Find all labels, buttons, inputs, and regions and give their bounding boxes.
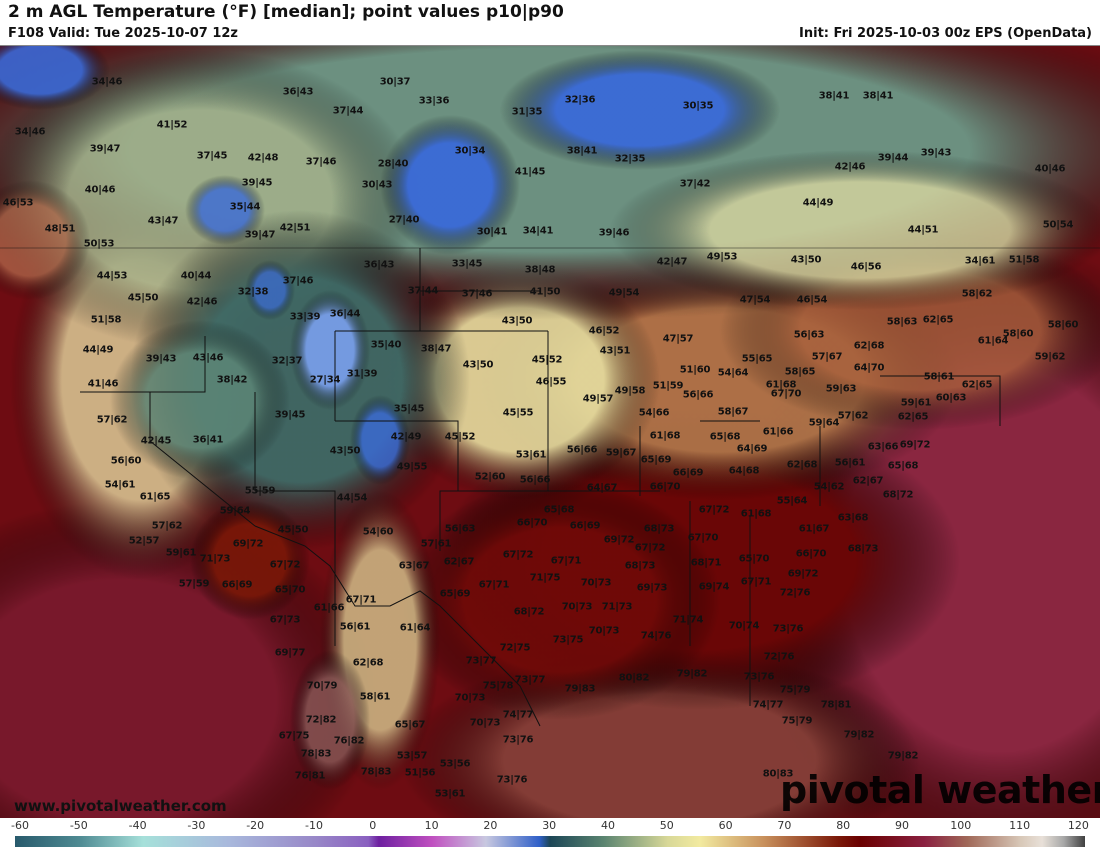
color-scale-tick: 50 (659, 819, 674, 832)
color-scale-tick: 80 (836, 819, 851, 832)
color-scale-tick: 10 (424, 819, 439, 832)
website-url[interactable]: www.pivotalweather.com (14, 797, 227, 815)
color-scale-tick: 20 (483, 819, 498, 832)
color-scale-tick: 90 (895, 819, 909, 832)
color-scale-tick: -10 (305, 819, 323, 832)
color-scale-tick: 100 (950, 819, 972, 832)
color-scale-tick: -40 (128, 819, 147, 832)
valid-time: F108 Valid: Tue 2025-10-07 12z (8, 26, 238, 41)
color-scale-tick: 110 (1009, 819, 1031, 832)
color-scale-tick: 120 (1067, 819, 1089, 832)
color-scale-tick: 60 (718, 819, 733, 832)
color-scale-tick: 40 (601, 819, 615, 832)
color-scale-legend: -60 -50 -40 -30 -20 -10 0 10 20 30 40 50 60 70 80 90 100… (0, 818, 1100, 850)
color-scale-bar (15, 836, 1085, 847)
color-scale-tick: -20 (246, 819, 265, 832)
map-title: 2 m AGL Temperature (°F) [median]; point… (8, 2, 564, 22)
map-header: 2 m AGL Temperature (°F) [median]; point… (0, 0, 1100, 46)
temperature-field (0, 46, 1100, 818)
color-scale-ticks: -60 -50 -40 -30 -20 -10 0 10 20 30 40 50 60 70 80 90 100… (0, 819, 1100, 833)
color-scale-tick: -50 (69, 819, 88, 832)
color-scale-tick: 30 (542, 819, 557, 832)
temperature-map[interactable] (0, 46, 1100, 818)
political-borders (0, 247, 1100, 727)
color-scale-tick: 70 (777, 819, 792, 832)
color-scale-tick: 0 (369, 819, 377, 832)
color-scale-tick: -30 (187, 819, 206, 832)
init-time: Init: Fri 2025-10-03 00z EPS (OpenData) (799, 26, 1092, 41)
pivotal-weather-logo: pivotal weather (780, 768, 1100, 812)
color-scale-tick: -60 (11, 819, 29, 832)
